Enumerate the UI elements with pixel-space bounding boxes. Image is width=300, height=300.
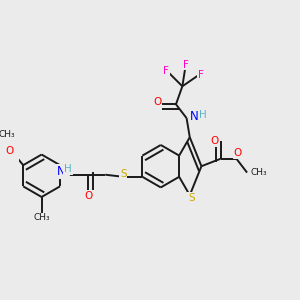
Text: H: H bbox=[64, 164, 72, 174]
Text: O: O bbox=[153, 97, 162, 107]
Text: N: N bbox=[190, 110, 199, 123]
Text: H: H bbox=[199, 110, 207, 120]
Text: F: F bbox=[163, 66, 169, 76]
Text: O: O bbox=[5, 146, 14, 156]
Text: CH₃: CH₃ bbox=[250, 168, 267, 177]
Text: O: O bbox=[84, 191, 92, 201]
Text: S: S bbox=[120, 169, 127, 179]
Text: CH₃: CH₃ bbox=[0, 130, 15, 139]
Text: O: O bbox=[234, 148, 242, 158]
Text: F: F bbox=[183, 60, 188, 70]
Text: O: O bbox=[211, 136, 219, 146]
Text: CH₃: CH₃ bbox=[33, 214, 50, 223]
Text: F: F bbox=[198, 70, 204, 80]
Text: S: S bbox=[188, 193, 195, 203]
Text: N: N bbox=[57, 165, 66, 178]
